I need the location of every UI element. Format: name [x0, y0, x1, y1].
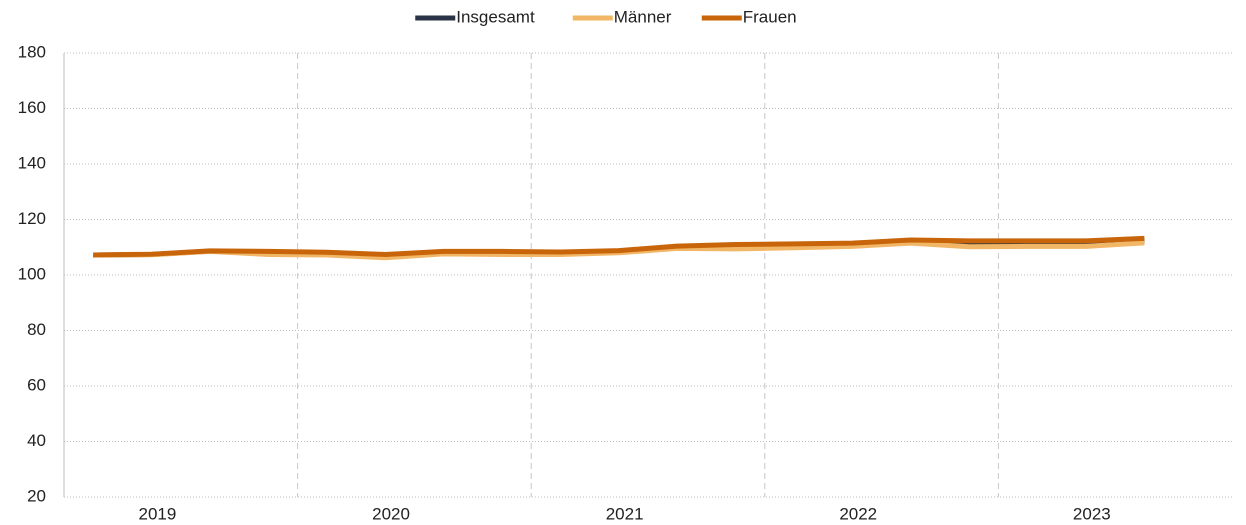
y-tick-label: 80: [27, 320, 46, 339]
legend-label: Frauen: [743, 7, 797, 26]
y-tick-label: 40: [27, 431, 46, 450]
x-tick-label: 2021: [606, 504, 644, 523]
x-tick-label: 2020: [372, 504, 410, 523]
x-tick-label: 2022: [839, 504, 877, 523]
legend-label: Insgesamt: [456, 7, 535, 26]
x-tick-label: 2023: [1073, 504, 1111, 523]
y-tick-label: 160: [18, 98, 46, 117]
y-tick-label: 140: [18, 153, 46, 172]
series-line: [93, 235, 1145, 258]
legend-label: Männer: [614, 7, 672, 26]
y-tick-label: 20: [27, 486, 46, 505]
y-tick-label: 180: [18, 42, 46, 61]
y-tick-label: 100: [18, 264, 46, 283]
y-tick-label: 60: [27, 375, 46, 394]
x-tick-label: 2019: [139, 504, 177, 523]
y-tick-label: 120: [18, 209, 46, 228]
